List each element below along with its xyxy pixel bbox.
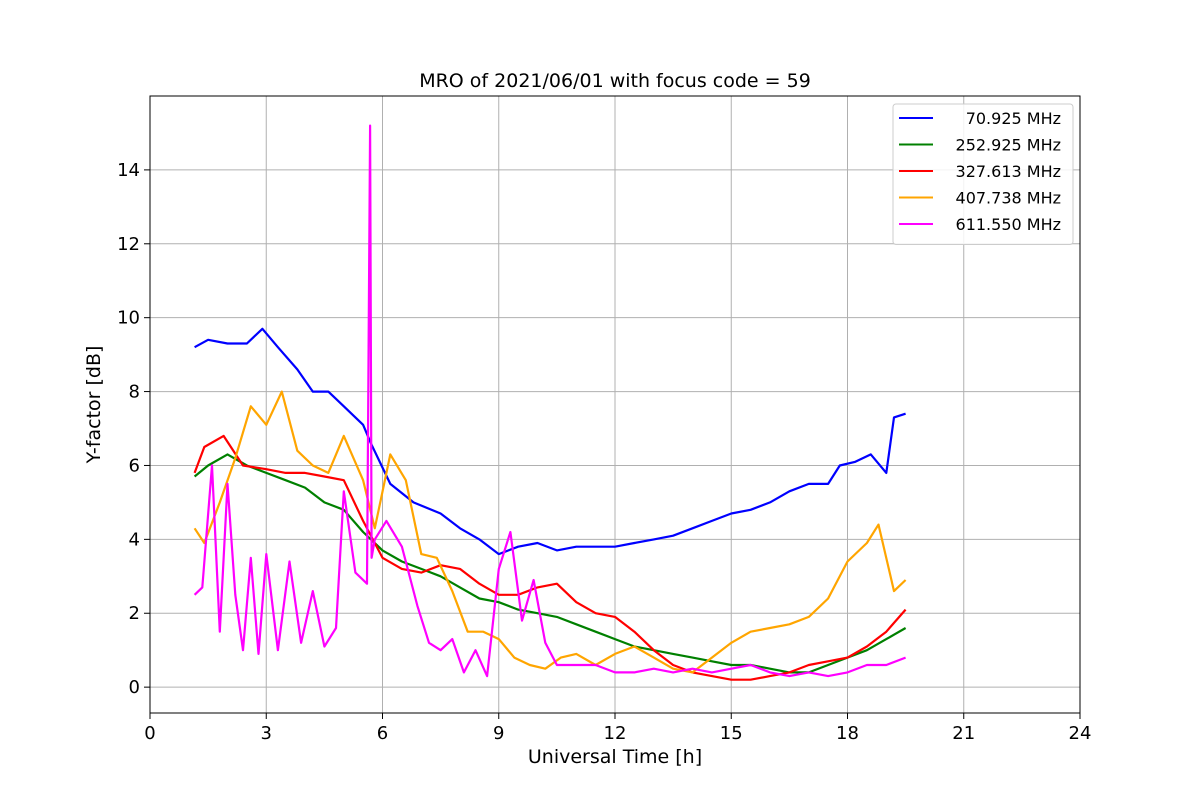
y-tick-label: 6 xyxy=(129,455,140,476)
series-line-4 xyxy=(193,124,906,678)
x-tick-label: 9 xyxy=(493,723,504,744)
x-tick-label: 12 xyxy=(604,723,627,744)
x-tick-label: 21 xyxy=(952,723,975,744)
y-axis-label: Y-factor [dB] xyxy=(83,346,105,465)
x-tick-label: 24 xyxy=(1069,723,1092,744)
series-line-1 xyxy=(193,453,907,674)
y-tick-label: 2 xyxy=(129,603,140,624)
y-tick-label: 14 xyxy=(117,160,140,181)
x-tick-label: 0 xyxy=(144,723,155,744)
series-line-2 xyxy=(193,434,907,681)
x-tick-label: 3 xyxy=(261,723,272,744)
legend-label: 252.925 MHz xyxy=(956,136,1061,155)
legend: 70.925 MHz 252.925 MHz 327.613 MHz 407.738 … xyxy=(892,103,1074,245)
x-tick-label: 6 xyxy=(377,723,388,744)
y-tick-label: 4 xyxy=(129,529,140,550)
legend-label: 407.738 MHz xyxy=(956,189,1061,208)
series-layer xyxy=(193,124,907,681)
x-axis-label: Universal Time [h] xyxy=(528,746,702,768)
legend-label: 611.550 MHz xyxy=(956,215,1061,234)
chart-title: MRO of 2021/06/01 with focus code = 59 xyxy=(419,70,811,92)
y-tick-label: 12 xyxy=(117,234,140,255)
y-tick-label: 8 xyxy=(129,382,140,403)
series-line-0 xyxy=(194,327,906,556)
legend-label: 70.925 MHz xyxy=(966,109,1061,128)
x-tick-label: 18 xyxy=(836,723,859,744)
y-tick-label: 10 xyxy=(117,308,140,329)
series-line-3 xyxy=(193,390,907,674)
legend-box xyxy=(892,103,1074,245)
y-tick-label: 0 xyxy=(129,677,140,698)
x-tick-label: 15 xyxy=(720,723,743,744)
legend-label: 327.613 MHz xyxy=(956,162,1061,181)
